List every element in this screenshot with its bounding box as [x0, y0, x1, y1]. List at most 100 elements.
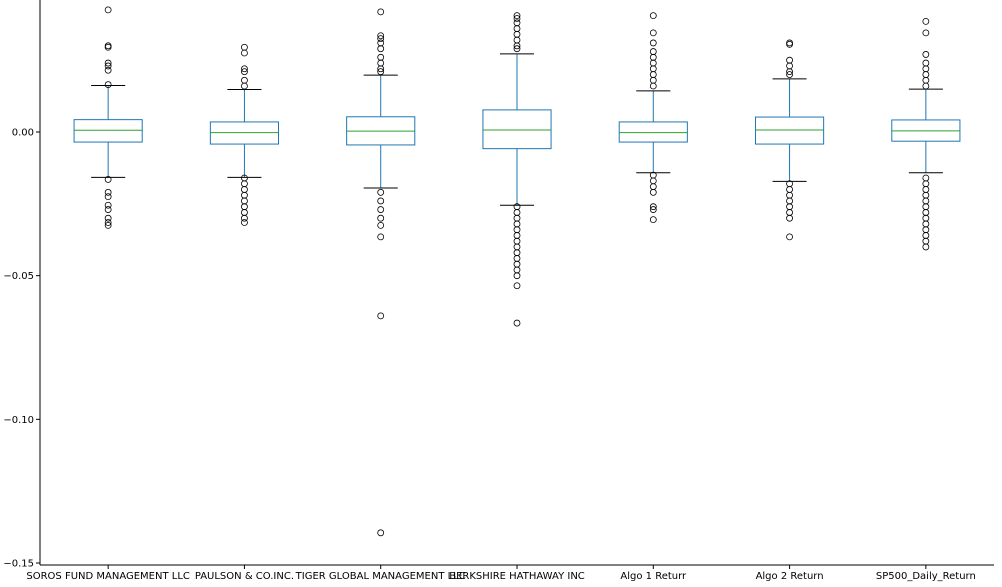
outlier-point [922, 186, 930, 193]
outlier-point [241, 76, 248, 84]
x-tick-label: PAULSON & CO.INC. [195, 571, 294, 582]
outlier-point [104, 59, 112, 67]
outlier-point [377, 214, 385, 222]
outlier-point [104, 193, 112, 201]
outlier-point [241, 209, 248, 216]
x-axis-ticks: SOROS FUND MANAGEMENT LLC PAULSON & CO.IN… [26, 565, 976, 582]
outlier-point [649, 29, 657, 37]
outlier-point [786, 186, 793, 193]
outlier-point [104, 201, 112, 209]
outlier-point [104, 62, 112, 70]
box-group [482, 12, 552, 327]
outlier-point [649, 48, 657, 55]
outlier-point [786, 62, 793, 70]
outlier-point [104, 42, 112, 50]
outlier-point [786, 40, 793, 48]
outlier-point [513, 232, 521, 239]
outlier-point [786, 56, 793, 64]
outlier-point [104, 188, 112, 196]
y-tick-label: −0.05 [3, 271, 34, 282]
outlier-point [241, 219, 248, 226]
outlier-point [649, 206, 657, 213]
outlier-point [377, 188, 385, 196]
outlier-point [377, 65, 385, 73]
outlier-point [786, 71, 793, 78]
outlier-point [377, 8, 385, 16]
outlier-point [922, 214, 930, 222]
outlier-point [513, 272, 521, 280]
y-axis-ticks: 0.00 −0.05 −0.10 −0.15 [3, 128, 40, 570]
outlier-point [922, 71, 930, 78]
box-iqr [482, 109, 552, 150]
outlier-point [649, 216, 657, 224]
outlier-point [513, 25, 521, 32]
outlier-point [922, 232, 930, 239]
outlier-point [786, 214, 793, 222]
outlier-point [922, 180, 930, 188]
outlier-point [241, 65, 248, 73]
box-iqr [73, 119, 143, 143]
outlier-point [513, 19, 521, 27]
x-tick-label: SP500_Daily_Return [876, 571, 976, 582]
outlier-point [377, 68, 385, 76]
outlier-point [513, 260, 521, 268]
outlier-point [104, 81, 112, 88]
x-tick-label: BERKSHIRE HATHAWAY INC [449, 571, 585, 582]
outlier-point [649, 203, 657, 211]
x-tick-label: TIGER GLOBAL MANAGEMENT LLC [295, 571, 466, 582]
outlier-point [649, 188, 657, 196]
box-group [346, 8, 416, 537]
outlier-point [513, 282, 521, 290]
outlier-point [513, 30, 521, 38]
outlier-point [241, 197, 248, 205]
outlier-point [922, 76, 930, 84]
outlier-point [104, 43, 112, 51]
outlier-point [922, 51, 930, 58]
outlier-point [513, 255, 521, 262]
outlier-point [649, 39, 657, 47]
outlier-point [922, 174, 930, 182]
outlier-point [241, 82, 248, 90]
outlier-point [922, 191, 930, 199]
x-tick-label: SOROS FUND MANAGEMENT LLC [26, 571, 190, 582]
outlier-point [649, 71, 657, 78]
outlier-point [377, 32, 385, 40]
outlier-point [786, 209, 793, 216]
outlier-point [241, 214, 248, 222]
outlier-point [922, 82, 930, 90]
outlier-point [513, 45, 521, 53]
outlier-point [377, 35, 385, 43]
outlier-point [513, 214, 521, 222]
outlier-point [104, 206, 112, 213]
outlier-point [922, 220, 930, 228]
box-group [891, 17, 961, 251]
outlier-point [649, 82, 657, 90]
outlier-point [649, 76, 657, 84]
outlier-point [513, 237, 521, 245]
outlier-point [241, 49, 248, 57]
outlier-point [513, 209, 521, 216]
outlier-point [513, 226, 521, 234]
outlier-point [104, 66, 112, 74]
outlier-point [513, 249, 521, 257]
outlier-point [377, 53, 385, 61]
outlier-point [649, 59, 657, 67]
boxes-layer [73, 6, 961, 537]
outlier-point [513, 243, 521, 251]
outlier-point [513, 266, 521, 274]
outlier-point [922, 203, 930, 211]
outlier-point [922, 237, 930, 245]
outlier-point [922, 197, 930, 205]
x-tick-label: Algo 2 Return [756, 571, 824, 582]
outlier-point [104, 176, 112, 183]
outlier-point [649, 53, 657, 61]
box-group [73, 6, 143, 229]
box-group [209, 43, 280, 226]
outlier-point [786, 197, 793, 205]
outlier-point [513, 220, 521, 228]
outlier-point [104, 219, 112, 226]
outlier-point [922, 209, 930, 216]
outlier-point [377, 221, 385, 229]
outlier-point [649, 177, 657, 185]
outlier-point [241, 68, 248, 76]
